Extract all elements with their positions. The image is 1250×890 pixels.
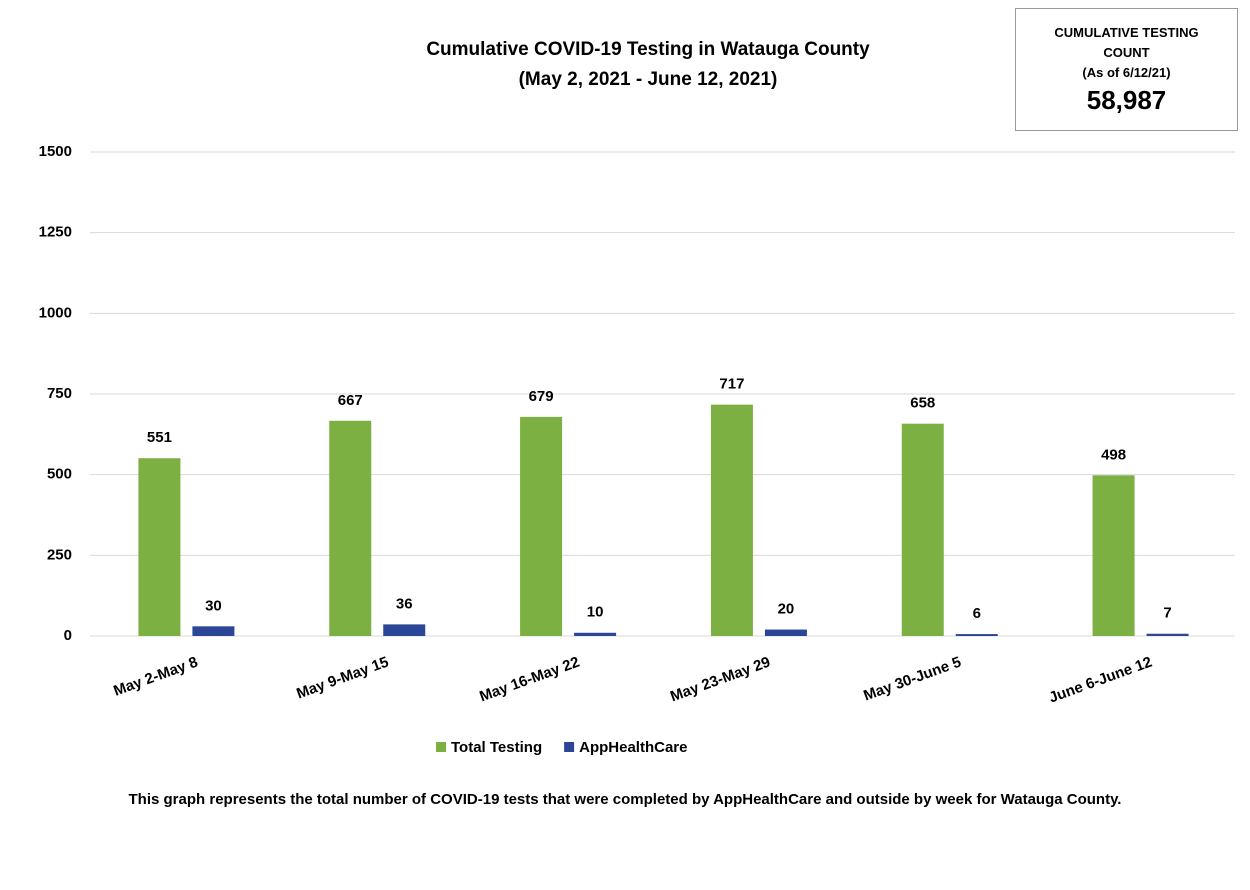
value-label: 30: [205, 597, 222, 614]
value-label: 498: [1101, 446, 1126, 463]
y-tick-label: 1250: [39, 224, 72, 241]
y-tick-label: 1000: [39, 304, 72, 321]
y-tick-label: 0: [64, 627, 72, 644]
bar: [383, 624, 426, 636]
bar: [574, 632, 617, 636]
legend-swatch: [436, 742, 446, 752]
chart-title: Cumulative COVID-19 Testing in Watauga C…: [426, 39, 870, 60]
bar: [329, 420, 372, 636]
value-label: 667: [338, 392, 363, 409]
y-tick-label: 1500: [39, 143, 72, 160]
bar: [955, 634, 998, 636]
bar: [138, 458, 181, 636]
bar: [1146, 633, 1189, 636]
footnote: This graph represents the total number o…: [129, 791, 1122, 808]
x-tick-label: May 16-May 22: [477, 654, 582, 706]
summary-box: CUMULATIVE TESTING COUNT (As of 6/12/21)…: [1015, 8, 1238, 131]
x-tick-label: May 2-May 8: [111, 654, 200, 700]
x-tick-label: May 30-June 5: [861, 654, 963, 705]
bar: [192, 626, 235, 636]
x-tick-label: May 23-May 29: [668, 654, 773, 706]
bar: [710, 404, 753, 636]
value-label: 658: [910, 395, 935, 412]
summary-label: CUMULATIVE TESTING COUNT: [1054, 25, 1199, 60]
legend-swatch: [564, 742, 575, 752]
value-label: 7: [1163, 605, 1171, 622]
x-tick-label: June 6-June 12: [1047, 654, 1155, 707]
value-label: 679: [529, 388, 554, 405]
value-label: 20: [778, 601, 795, 618]
value-label: 6: [973, 605, 981, 622]
y-tick-label: 250: [47, 546, 72, 563]
bar: [764, 629, 807, 636]
legend-label: Total Testing: [451, 739, 542, 756]
summary-value: 58,987: [1086, 85, 1167, 115]
bar: [520, 416, 563, 636]
y-tick-label: 500: [47, 466, 72, 483]
value-label: 10: [587, 604, 604, 621]
value-label: 717: [719, 376, 744, 393]
x-tick-label: May 9-May 15: [294, 654, 391, 703]
bar: [1092, 475, 1135, 636]
legend-label: AppHealthCare: [579, 739, 687, 756]
summary-date: (As of 6/12/21): [1082, 65, 1171, 80]
bar: [901, 423, 944, 636]
y-tick-label: 750: [47, 385, 72, 402]
value-label: 551: [147, 429, 172, 446]
value-label: 36: [396, 595, 413, 612]
chart-subtitle: (May 2, 2021 - June 12, 2021): [519, 69, 778, 90]
